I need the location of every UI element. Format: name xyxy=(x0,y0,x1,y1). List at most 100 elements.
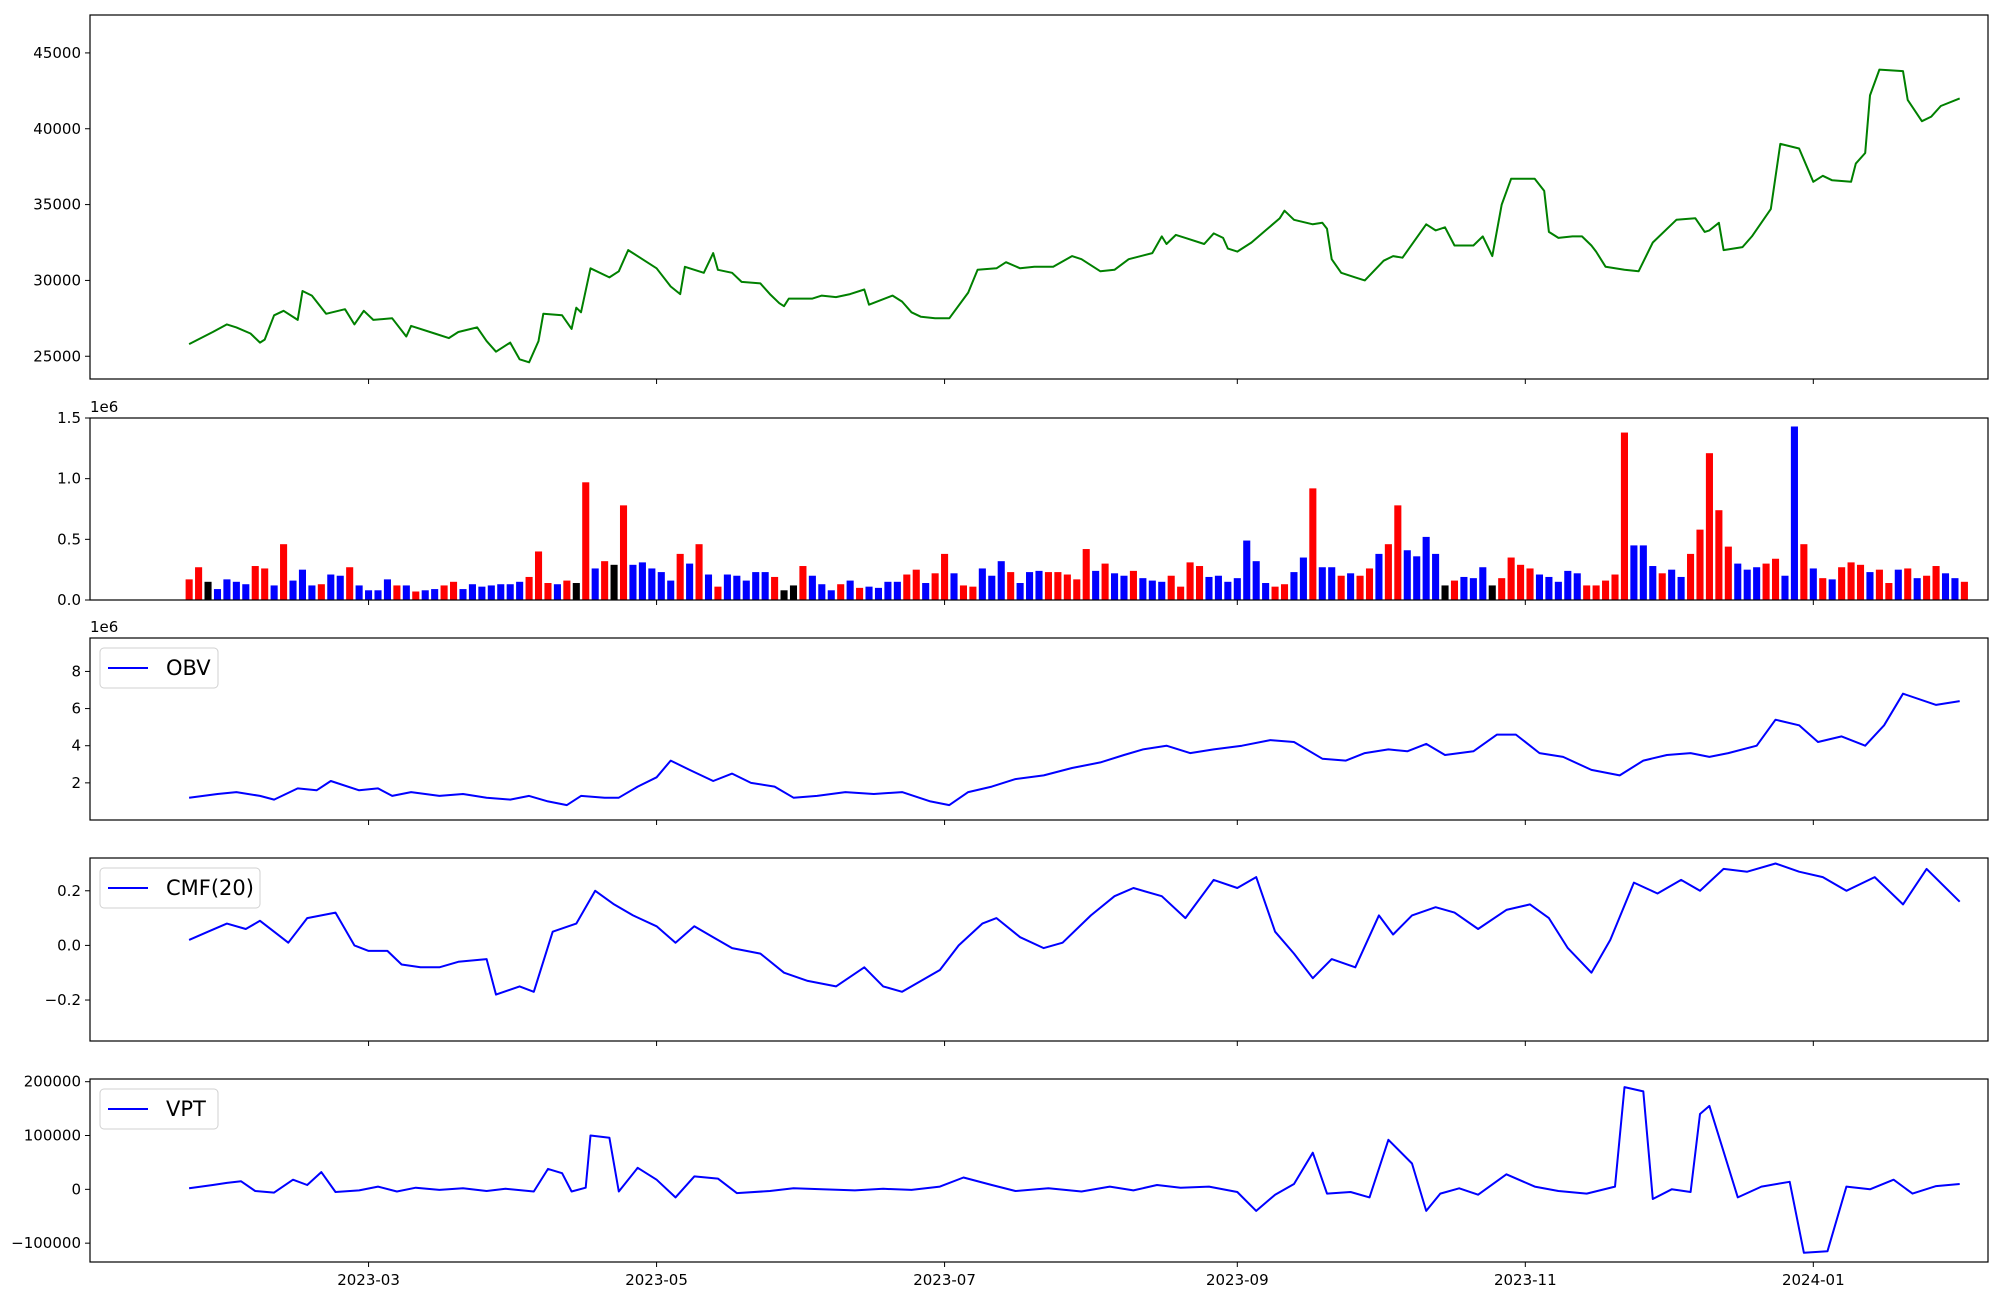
volume-bar xyxy=(1960,581,1968,600)
volume-bar xyxy=(978,568,986,600)
price-line xyxy=(188,68,1961,364)
volume-bar xyxy=(506,584,514,600)
volume-bar xyxy=(1063,574,1071,600)
volume-bar xyxy=(383,579,391,600)
volume-bar xyxy=(1252,561,1260,600)
volume-bar xyxy=(412,591,420,600)
volume-bar xyxy=(1403,550,1411,600)
volume-bar xyxy=(1120,575,1128,600)
volume-bar xyxy=(1639,545,1647,600)
volume-bar xyxy=(1365,568,1374,600)
volume-bar xyxy=(1885,583,1893,600)
volume-bar xyxy=(733,575,741,600)
volume-bar xyxy=(346,567,354,600)
volume-bar xyxy=(1838,567,1846,600)
volume-bar xyxy=(591,568,599,600)
volume-bar xyxy=(1195,566,1204,600)
volume-bar xyxy=(1318,567,1326,600)
volume-bar xyxy=(1101,563,1109,600)
volume-bar xyxy=(704,574,713,600)
volume-bar xyxy=(251,566,259,600)
volume-bar xyxy=(563,580,571,600)
volume-bar xyxy=(317,584,325,600)
xtick-label: 2023-03 xyxy=(337,1271,400,1289)
volume-bar xyxy=(1526,568,1534,600)
volume-bar xyxy=(884,581,892,600)
volume-bar xyxy=(1856,564,1865,600)
volume-bar xyxy=(1007,572,1015,600)
volume-bar xyxy=(1243,540,1251,600)
obv-frame xyxy=(89,637,1989,821)
obv-legend: OBV xyxy=(99,647,219,689)
volume-bar xyxy=(676,553,684,600)
volume-bar xyxy=(1687,553,1695,600)
volume-bar xyxy=(1620,432,1628,600)
volume-bar xyxy=(374,590,382,600)
volume-bar xyxy=(601,561,609,600)
volume-bar xyxy=(648,568,656,600)
volume-bar xyxy=(298,569,307,600)
volume-bar xyxy=(1762,563,1770,600)
volume-bar xyxy=(667,580,675,600)
volume-bar xyxy=(874,587,883,600)
obv-plot-area xyxy=(90,638,1988,820)
volume-bar xyxy=(1913,578,1921,600)
cmf-ytick-label: 0.0 xyxy=(57,936,81,954)
volume-bar xyxy=(1328,567,1336,600)
vpt-legend: VPT xyxy=(99,1088,219,1130)
obv-ytick-label: 6 xyxy=(71,700,81,718)
cmf-legend-label: CMF(20) xyxy=(166,876,254,900)
volume-bar xyxy=(1715,510,1723,600)
volume-bar xyxy=(1507,557,1515,600)
volume-bar xyxy=(742,580,750,600)
volume-bar xyxy=(1394,505,1402,600)
price-ytick-label: 40000 xyxy=(33,120,81,138)
volume-bar xyxy=(1573,573,1581,600)
vpt-legend-box xyxy=(99,1088,219,1130)
volume-bar xyxy=(289,580,297,600)
volume-bar xyxy=(468,584,476,600)
volume-bar xyxy=(1271,586,1279,600)
volume-bar xyxy=(988,575,996,600)
volume-bar xyxy=(903,574,911,600)
volume-bar xyxy=(1705,453,1713,600)
xtick-label: 2023-05 xyxy=(625,1271,688,1289)
volume-bar xyxy=(1488,585,1496,600)
volume-bar xyxy=(1743,569,1751,600)
price-frame xyxy=(89,14,1989,380)
volume-bar xyxy=(827,590,835,600)
obv-ytick-label: 8 xyxy=(71,662,81,680)
obv-legend-box xyxy=(99,647,219,689)
volume-bar xyxy=(1894,569,1902,600)
volume-bar xyxy=(1158,581,1166,600)
cmf-ytick-label: −0.2 xyxy=(45,991,81,1009)
volume-bar xyxy=(1469,578,1477,600)
volume-bar xyxy=(893,581,901,600)
volume-bar xyxy=(723,574,731,600)
price-ytick-label: 30000 xyxy=(33,271,81,289)
volume-bar xyxy=(421,590,429,600)
volume-bar xyxy=(1111,573,1119,600)
volume-bar xyxy=(1460,576,1468,600)
volume-bar xyxy=(1564,570,1572,600)
volume-bar xyxy=(497,584,505,600)
volume-bar xyxy=(1828,579,1836,600)
volume-offset-label: 1e6 xyxy=(90,398,118,416)
volume-bar xyxy=(1026,572,1034,600)
cmf-legend: CMF(20) xyxy=(99,867,261,909)
volume-bar xyxy=(1356,575,1364,600)
volume-bar xyxy=(270,585,278,600)
volume-bar xyxy=(1498,578,1506,600)
volume-bar xyxy=(1602,580,1610,600)
volume-bar xyxy=(440,585,448,600)
obv-ytick-label: 2 xyxy=(71,774,81,792)
volume-bar xyxy=(1337,575,1345,600)
volume-bar xyxy=(1649,566,1657,600)
volume-bar xyxy=(1280,584,1289,600)
volume-bar xyxy=(997,561,1005,600)
obv-legend-label: OBV xyxy=(166,656,211,680)
volume-bar xyxy=(1592,585,1600,600)
volume-bar xyxy=(865,586,873,600)
volume-bar xyxy=(1951,578,1959,600)
cmf-ytick-label: 0.2 xyxy=(57,882,81,900)
